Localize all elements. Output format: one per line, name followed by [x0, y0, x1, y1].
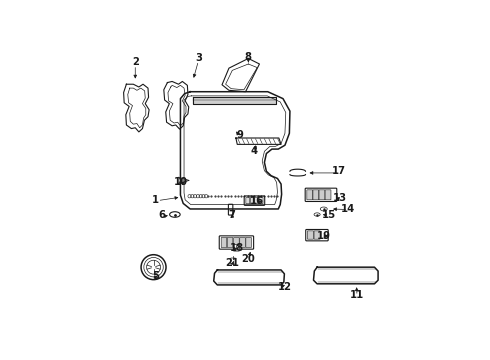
- FancyBboxPatch shape: [255, 198, 259, 204]
- Text: 2: 2: [132, 57, 139, 67]
- FancyBboxPatch shape: [219, 236, 254, 249]
- Text: 16: 16: [249, 195, 264, 206]
- FancyBboxPatch shape: [246, 238, 251, 247]
- FancyBboxPatch shape: [234, 238, 239, 247]
- FancyBboxPatch shape: [305, 188, 337, 202]
- Text: 12: 12: [277, 282, 292, 292]
- FancyBboxPatch shape: [233, 244, 240, 251]
- FancyBboxPatch shape: [231, 258, 236, 264]
- Text: 3: 3: [195, 53, 202, 63]
- Text: 19: 19: [317, 231, 331, 241]
- Ellipse shape: [170, 212, 180, 217]
- Ellipse shape: [320, 207, 327, 211]
- FancyBboxPatch shape: [325, 190, 331, 200]
- FancyBboxPatch shape: [319, 190, 325, 200]
- Text: 8: 8: [245, 51, 252, 62]
- Text: 10: 10: [174, 177, 188, 187]
- Ellipse shape: [314, 213, 320, 216]
- FancyBboxPatch shape: [314, 231, 320, 239]
- Text: 13: 13: [333, 193, 347, 203]
- FancyBboxPatch shape: [227, 238, 233, 247]
- Text: 21: 21: [225, 258, 239, 268]
- FancyBboxPatch shape: [307, 231, 314, 239]
- FancyBboxPatch shape: [221, 238, 227, 247]
- FancyBboxPatch shape: [244, 196, 265, 205]
- Text: 20: 20: [241, 255, 255, 264]
- Text: 4: 4: [250, 146, 257, 156]
- Text: 18: 18: [230, 243, 244, 253]
- FancyBboxPatch shape: [306, 229, 328, 241]
- FancyBboxPatch shape: [307, 190, 313, 200]
- Text: 9: 9: [237, 130, 244, 140]
- FancyBboxPatch shape: [246, 198, 250, 204]
- Text: 14: 14: [341, 204, 355, 214]
- Text: 5: 5: [152, 271, 159, 281]
- Text: 17: 17: [332, 166, 346, 176]
- FancyBboxPatch shape: [313, 190, 319, 200]
- Polygon shape: [178, 177, 189, 184]
- Text: 15: 15: [321, 210, 336, 220]
- FancyBboxPatch shape: [228, 204, 233, 215]
- Text: 6: 6: [158, 210, 165, 220]
- Text: 7: 7: [228, 210, 235, 220]
- FancyBboxPatch shape: [250, 198, 254, 204]
- FancyBboxPatch shape: [259, 198, 263, 204]
- Text: 1: 1: [152, 195, 159, 205]
- FancyBboxPatch shape: [240, 238, 245, 247]
- Text: 11: 11: [349, 291, 364, 301]
